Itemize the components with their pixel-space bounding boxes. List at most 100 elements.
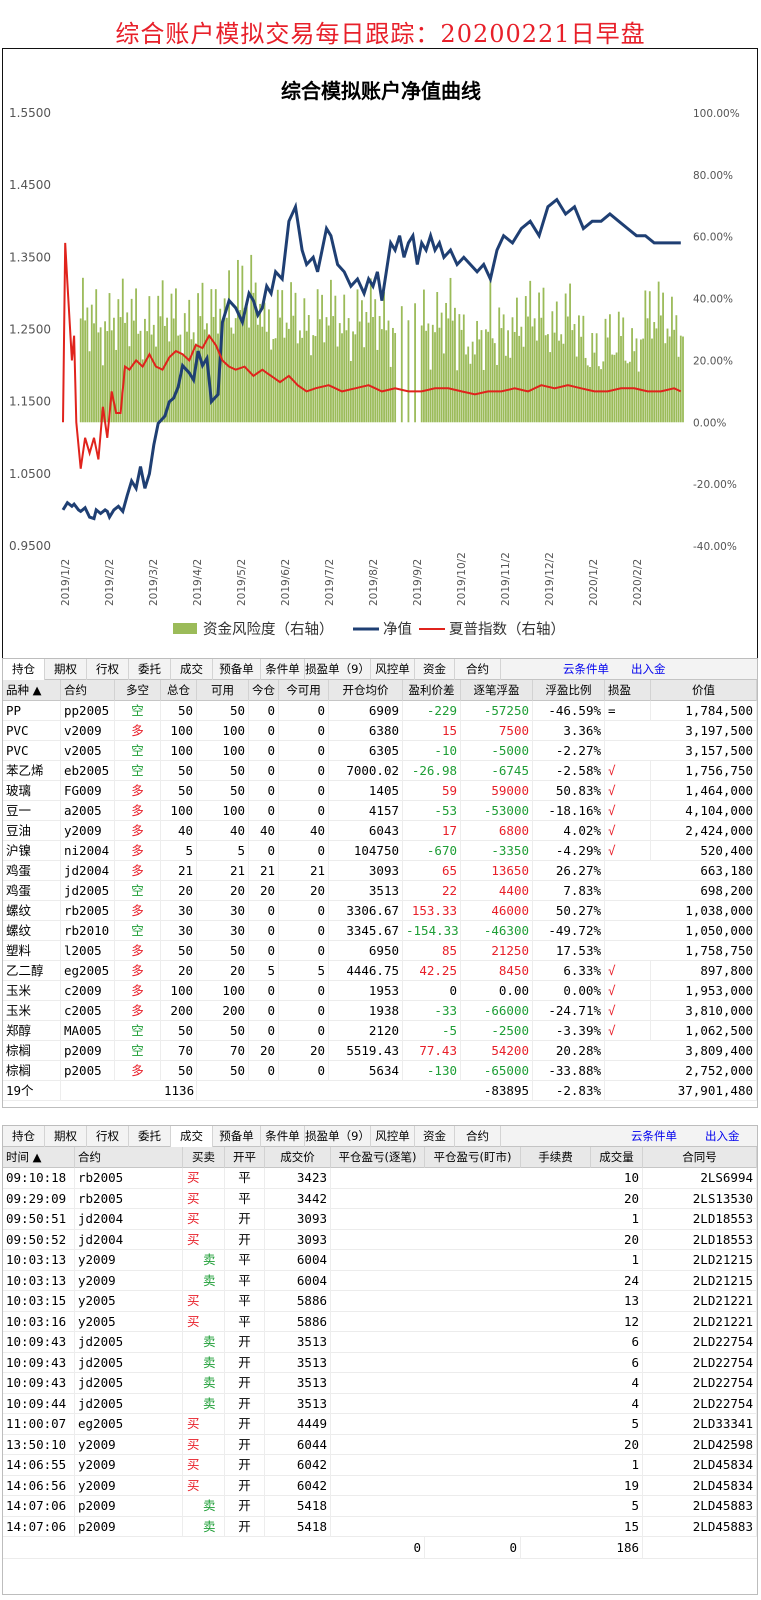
col-header[interactable]: 买卖	[183, 1147, 225, 1168]
col-header[interactable]: 今仓	[249, 680, 279, 701]
trade-row[interactable]: 11:00:07 eg2005 买开 4449 5 2LD33341	[3, 1414, 757, 1435]
col-header[interactable]: 损盈	[605, 680, 651, 701]
risk-bar	[589, 367, 591, 423]
col-header[interactable]: 可用	[197, 680, 249, 701]
cloud-condition-link[interactable]: 云条件单	[563, 662, 609, 676]
trade-row[interactable]: 10:03:13 y2009 卖平 6004 24 2LD21215	[3, 1270, 757, 1291]
trade-row[interactable]: 13:50:10 y2009 买开 6044 20 2LD42598	[3, 1434, 757, 1455]
trade-cell: 14:06:55	[3, 1455, 75, 1476]
trade-row[interactable]: 14:07:06 p2009 卖开 5418 15 2LD45883	[3, 1516, 757, 1537]
position-cell: 0	[403, 981, 461, 1001]
tab-8[interactable]: 风控单	[371, 1126, 415, 1147]
col-header[interactable]: 品种 ▲	[3, 680, 61, 701]
tab-9[interactable]: 资金	[415, 659, 455, 680]
col-header[interactable]: 平仓盈亏(逐笔)	[331, 1147, 425, 1168]
tab-3[interactable]: 委托	[129, 1126, 171, 1147]
tab-2[interactable]: 行权	[87, 659, 129, 680]
tab-9[interactable]: 资金	[415, 1126, 455, 1147]
trade-row[interactable]: 10:09:43 jd2005 卖开 3513 4 2LD22754	[3, 1373, 757, 1394]
col-header[interactable]: 今可用	[279, 680, 329, 701]
position-cell: 20.28%	[533, 1041, 605, 1061]
position-row[interactable]: 塑料 l2005 多 50 50 0 0 6950 85 21250 17.53% 1,758,750	[3, 941, 757, 961]
col-header[interactable]: 开平	[225, 1147, 265, 1168]
risk-bar	[573, 324, 576, 423]
position-row[interactable]: 玉米 c2005 多 200 200 0 0 1938 -33 -66000 -24.71% √ 3,8…	[3, 1001, 757, 1021]
tab-4[interactable]: 成交	[171, 659, 213, 680]
position-row[interactable]: 乙二醇 eg2005 多 20 20 5 5 4446.75 42.25 8450 6.33% √ 89…	[3, 961, 757, 981]
col-header[interactable]: 时间 ▲	[3, 1147, 75, 1168]
position-row[interactable]: 鸡蛋 jd2005 空 20 20 20 20 3513 22 4400 7.83% 698,200	[3, 881, 757, 901]
trade-row[interactable]: 10:09:44 jd2005 卖开 3513 4 2LD22754	[3, 1393, 757, 1414]
col-header[interactable]: 开仓均价	[329, 680, 403, 701]
position-row[interactable]: 苯乙烯 eb2005 空 50 50 0 0 7000.02 -26.98 -6745 -2.58%…	[3, 761, 757, 781]
tab-4[interactable]: 成交	[171, 1126, 213, 1148]
position-row[interactable]: 豆一 a2005 多 100 100 0 0 4157 -53 -53000 -18.16% √ 4,1…	[3, 801, 757, 821]
position-row[interactable]: PP pp2005 空 50 50 0 0 6909 -229 -57250 -46.59% = 1,7…	[3, 701, 757, 721]
trade-row[interactable]: 10:09:43 jd2005 卖开 3513 6 2LD22754	[3, 1332, 757, 1353]
position-cell: -46300	[461, 921, 533, 941]
col-header[interactable]: 价值	[651, 680, 757, 701]
position-row[interactable]: 豆油 y2009 多 40 40 40 40 6043 17 6800 4.02% √ 2,424,00…	[3, 821, 757, 841]
position-row[interactable]: 螺纹 rb2010 空 30 30 0 0 3345.67 -154.33 -46300 -49.7…	[3, 921, 757, 941]
tab-3[interactable]: 委托	[129, 659, 171, 680]
col-header[interactable]: 逐笔浮盈	[461, 680, 533, 701]
risk-bar	[161, 280, 164, 423]
trade-row[interactable]: 09:50:51 jd2004 买开 3093 1 2LD18553	[3, 1209, 757, 1230]
trade-row[interactable]: 14:06:56 y2009 买开 6042 19 2LD45834	[3, 1475, 757, 1496]
tab-1[interactable]: 期权	[45, 659, 87, 680]
transfer-funds-link[interactable]: 出入金	[631, 662, 666, 676]
col-header[interactable]: 成交价	[265, 1147, 331, 1168]
col-header[interactable]: 合约	[61, 680, 115, 701]
tab-8[interactable]: 风控单	[371, 659, 415, 680]
trade-row[interactable]: 09:29:09 rb2005 买平 3442 20 2LS13530	[3, 1188, 757, 1209]
tab-6[interactable]: 条件单	[261, 659, 305, 680]
trade-row[interactable]: 10:09:43 jd2005 卖开 3513 6 2LD22754	[3, 1352, 757, 1373]
col-header[interactable]: 浮盈比例	[533, 680, 605, 701]
position-row[interactable]: 玻璃 FG009 多 50 50 0 0 1405 59 59000 50.83% √ 1,464,00…	[3, 781, 757, 801]
tab-5[interactable]: 预备单	[213, 1126, 261, 1147]
col-header[interactable]: 总仓	[161, 680, 197, 701]
risk-bar	[318, 319, 321, 423]
tab-0[interactable]: 持仓	[3, 1126, 45, 1147]
col-header[interactable]: 合约	[75, 1147, 183, 1168]
trade-row[interactable]: 10:03:15 y2005 买平 5886 13 2LD21221	[3, 1291, 757, 1312]
tab-6[interactable]: 条件单	[261, 1126, 305, 1147]
tab-7[interactable]: 损盈单（9）	[305, 659, 371, 680]
position-row[interactable]: 棕榈 p2009 空 70 70 20 20 5519.43 77.43 54200 20.28% 3…	[3, 1041, 757, 1061]
col-header[interactable]: 成交量	[591, 1147, 643, 1168]
col-header[interactable]: 平仓盈亏(盯市)	[425, 1147, 521, 1168]
col-header[interactable]: 手续费	[521, 1147, 591, 1168]
tab-0[interactable]: 持仓	[3, 659, 45, 681]
position-row[interactable]: 郑醇 MA005 空 50 50 0 0 2120 -5 -2500 -3.39% √ 1,062,50…	[3, 1021, 757, 1041]
trade-row[interactable]: 14:07:06 p2009 卖开 5418 5 2LD45883	[3, 1496, 757, 1517]
position-row[interactable]: 棕榈 p2005 多 50 50 0 0 5634 -130 -65000 -33.88% 2,752…	[3, 1061, 757, 1081]
col-header[interactable]: 盈利价差	[403, 680, 461, 701]
trade-row[interactable]: 14:06:55 y2009 买开 6042 1 2LD45834	[3, 1455, 757, 1476]
tab-2[interactable]: 行权	[87, 1126, 129, 1147]
position-row[interactable]: PVC v2009 多 100 100 0 0 6380 15 7500 3.36% 3,197,50…	[3, 721, 757, 741]
position-row[interactable]: 玉米 c2009 多 100 100 0 0 1953 0 0.00 0.00% √ 1,953,000	[3, 981, 757, 1001]
position-cell: 1,953,000	[651, 981, 757, 1001]
trade-row[interactable]: 09:10:18 rb2005 买平 3423 10 2LS6994	[3, 1168, 757, 1189]
position-cell: 100	[161, 981, 197, 1001]
tab-7[interactable]: 损盈单（9）	[305, 1126, 371, 1147]
position-cell: 6380	[329, 721, 403, 741]
tab-5[interactable]: 预备单	[213, 659, 261, 680]
trade-row[interactable]: 10:03:13 y2009 卖平 6004 1 2LD21215	[3, 1250, 757, 1271]
trade-cell: 20	[591, 1188, 643, 1209]
position-row[interactable]: 螺纹 rb2005 多 30 30 0 0 3306.67 153.33 46000 50.27% 1…	[3, 901, 757, 921]
trade-row[interactable]: 09:50:52 jd2004 买开 3093 20 2LD18553	[3, 1229, 757, 1250]
tab-1[interactable]: 期权	[45, 1126, 87, 1147]
tab-10[interactable]: 合约	[455, 1126, 501, 1147]
transfer-funds-link[interactable]: 出入金	[705, 1129, 740, 1143]
col-header[interactable]: 合同号	[643, 1147, 757, 1168]
tab-10[interactable]: 合约	[455, 659, 501, 680]
position-cell: 100	[161, 801, 197, 821]
cloud-condition-link[interactable]: 云条件单	[631, 1129, 677, 1143]
position-row[interactable]: PVC v2005 空 100 100 0 0 6305 -10 -5000 -2.27% 3,157…	[3, 741, 757, 761]
trade-row[interactable]: 10:03:16 y2005 买平 5886 12 2LD21221	[3, 1311, 757, 1332]
position-row[interactable]: 沪镍 ni2004 多 5 5 0 0 104750 -670 -3350 -4.29% √ 520,4…	[3, 841, 757, 861]
right-axis-tick: 80.00%	[693, 170, 733, 182]
col-header[interactable]: 多空	[115, 680, 161, 701]
position-row[interactable]: 鸡蛋 jd2004 多 21 21 21 21 3093 65 13650 26.27% 663,18…	[3, 861, 757, 881]
